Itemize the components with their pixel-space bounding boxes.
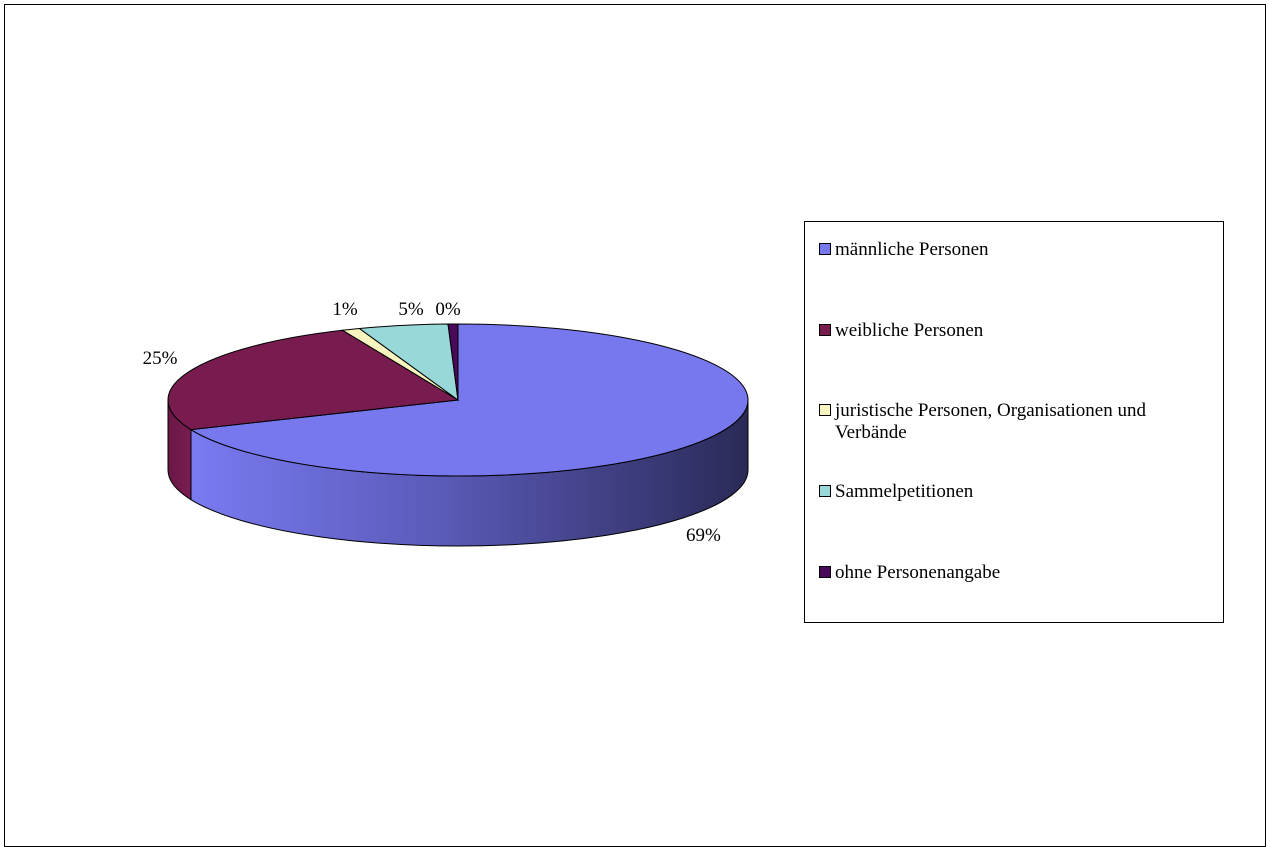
data-label-2: 1% <box>332 299 358 320</box>
legend-label: männliche Personen <box>835 239 989 260</box>
legend-swatch <box>819 485 831 497</box>
data-label-1: 25% <box>143 348 178 369</box>
data-label-0: 69% <box>686 525 721 546</box>
legend-label: juristische Personen, Organisationen und… <box>835 400 1146 443</box>
legend-label: weibliche Personen <box>835 320 984 341</box>
pie-slice-0 <box>189 323 749 477</box>
pie-slice-1 <box>167 329 460 431</box>
legend-item-juristische: juristische Personen, Organisationen und… <box>819 400 1219 444</box>
legend-swatch <box>819 324 831 336</box>
legend-label: Sammelpetitionen <box>835 481 974 502</box>
legend-swatch <box>819 404 831 416</box>
legend-item-ohne-angabe: ohne Personenangabe <box>819 562 1219 584</box>
legend-swatch <box>819 243 831 255</box>
data-label-4: 0% <box>435 299 461 320</box>
data-label-3: 5% <box>398 299 424 320</box>
chart-legend: männliche Personen weibliche Personen ju… <box>804 221 1224 623</box>
legend-item-weibliche: weibliche Personen <box>819 320 1219 342</box>
pie-slice-4 <box>447 323 459 401</box>
legend-swatch <box>819 566 831 578</box>
legend-item-maennliche: männliche Personen <box>819 239 1219 261</box>
legend-label: ohne Personenangabe <box>835 562 1001 583</box>
legend-item-sammelpetitionen: Sammelpetitionen <box>819 481 1219 503</box>
